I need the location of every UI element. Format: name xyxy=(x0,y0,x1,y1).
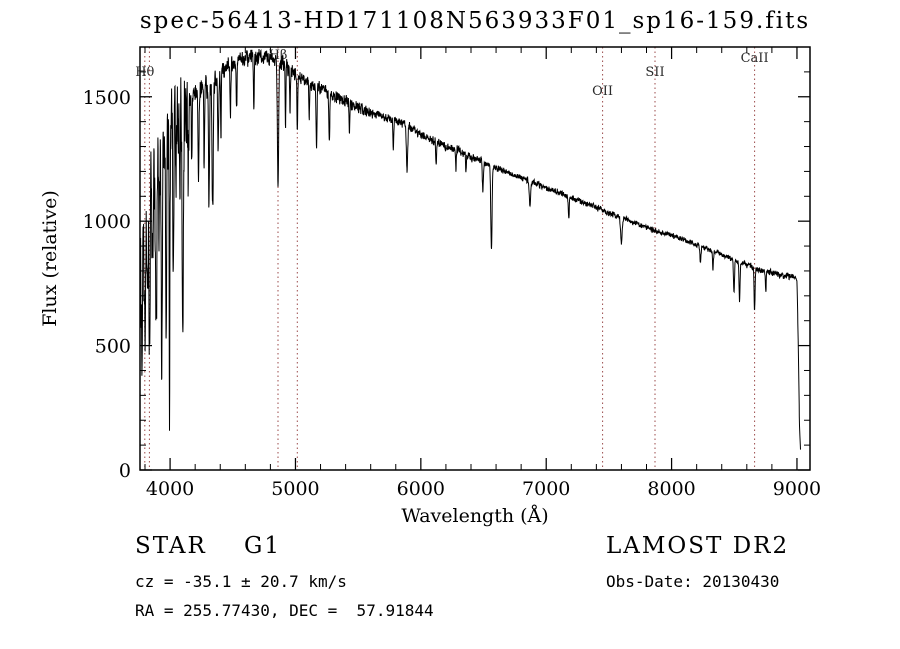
object-class-label: STAR G1 xyxy=(135,533,282,559)
x-axis-label: Wavelength (Å) xyxy=(401,505,548,527)
x-tick-label: 4000 xyxy=(146,478,194,500)
ra-dec-text: RA = 255.77430, DEC = 57.91844 xyxy=(135,601,434,620)
spectral-line-label: CaII xyxy=(741,51,769,66)
plot-frame xyxy=(139,46,811,471)
spectrum-trace xyxy=(139,48,801,450)
x-tick-label: 7000 xyxy=(522,478,570,500)
x-tick-label: 8000 xyxy=(647,478,695,500)
survey-label: LAMOST DR2 xyxy=(606,533,790,559)
y-tick-label: 1500 xyxy=(83,87,131,109)
obs-date-text: Obs-Date: 20130430 xyxy=(606,572,780,591)
chart-title: spec-56413-HD171108N563933F01_sp16-159.f… xyxy=(139,8,811,34)
y-tick-label: 500 xyxy=(95,336,131,358)
spectral-line-label: Hθ xyxy=(135,65,154,80)
y-tick-label: 1000 xyxy=(83,211,131,233)
y-tick-label: 0 xyxy=(119,460,131,482)
x-tick-label: 9000 xyxy=(773,478,821,500)
x-tick-label: 6000 xyxy=(397,478,445,500)
spectral-line-label: SII xyxy=(645,65,664,80)
radial-velocity-text: cz = -35.1 ± 20.7 km/s xyxy=(135,572,347,591)
spectral-line-label: OII xyxy=(592,84,613,99)
y-axis-label: Flux (relative) xyxy=(39,190,61,327)
x-tick-label: 5000 xyxy=(271,478,319,500)
